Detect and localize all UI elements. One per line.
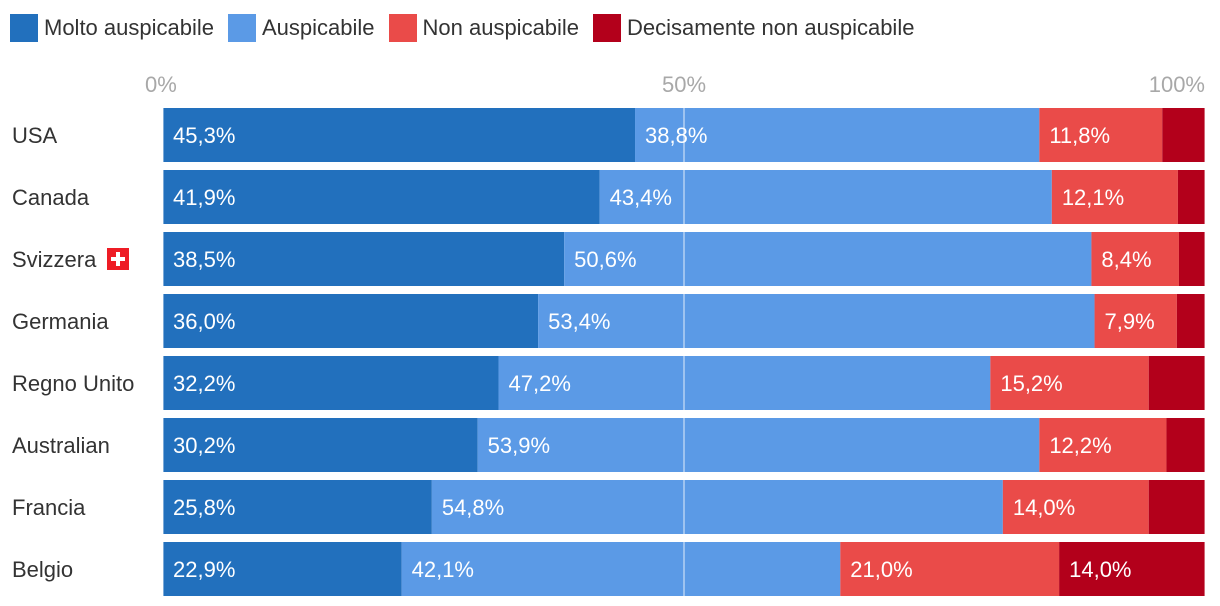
- legend-label: Non auspicabile: [422, 15, 580, 40]
- category-label: Francia: [12, 495, 86, 520]
- data-label: 54,8%: [442, 495, 504, 520]
- bar-segment: [163, 542, 402, 596]
- bar-segment: [1166, 418, 1205, 472]
- category-label: Regno Unito: [12, 371, 134, 396]
- bar-segment: [163, 170, 600, 224]
- flag-cross-horizontal: [111, 257, 125, 261]
- x-tick-label: 50%: [662, 72, 706, 97]
- bar-segment: [840, 542, 1060, 596]
- bar-segment: [1094, 294, 1177, 348]
- legend-label: Molto auspicabile: [44, 15, 214, 40]
- bar-segment: [1148, 480, 1205, 534]
- bar-segment: [498, 356, 991, 410]
- data-label: 15,2%: [1000, 371, 1062, 396]
- category-label: Germania: [12, 309, 109, 334]
- legend-swatch: [593, 14, 622, 42]
- bar-segment: [1177, 170, 1205, 224]
- bar-segment: [564, 232, 1092, 286]
- bar-segment: [163, 480, 432, 534]
- bar-segment: [1039, 108, 1163, 162]
- legend-item: Molto auspicabile: [10, 14, 214, 42]
- legend-swatch: [10, 14, 38, 42]
- data-label: 50,6%: [574, 247, 636, 272]
- legend-label: Auspicabile: [261, 15, 375, 40]
- data-label: 14,0%: [1013, 495, 1075, 520]
- legend-item: Decisamente non auspicabile: [593, 14, 914, 42]
- bar-segment: [1039, 418, 1167, 472]
- bar-segment: [163, 108, 636, 162]
- data-label: 53,9%: [488, 433, 550, 458]
- data-label: 8,4%: [1101, 247, 1151, 272]
- data-label: 42,1%: [412, 557, 474, 582]
- bar-segment: [477, 418, 1040, 472]
- bar-segment: [1051, 170, 1178, 224]
- data-label: 43,4%: [610, 185, 672, 210]
- bar-segment: [431, 480, 1003, 534]
- data-label: 12,1%: [1062, 185, 1124, 210]
- swiss-flag-icon: [107, 248, 129, 270]
- data-label: 7,9%: [1105, 309, 1155, 334]
- bar-segment: [1059, 542, 1205, 596]
- bar-segment: [163, 294, 539, 348]
- data-label: 45,3%: [173, 123, 235, 148]
- data-label: 25,8%: [173, 495, 235, 520]
- x-tick-label: 100%: [1149, 72, 1205, 97]
- bar-segment: [1162, 108, 1205, 162]
- bar-segment: [163, 232, 565, 286]
- data-label: 36,0%: [173, 309, 235, 334]
- bar-segment: [401, 542, 841, 596]
- data-label: 12,2%: [1049, 433, 1111, 458]
- chart-legend: Molto auspicabile Auspicabile Non auspicab…: [10, 12, 928, 44]
- bar-segment: [1002, 480, 1149, 534]
- data-label: 38,5%: [173, 247, 235, 272]
- bar-segment: [1178, 232, 1205, 286]
- bar-segment: [538, 294, 1095, 348]
- bar-segment: [163, 356, 499, 410]
- data-label: 11,8%: [1049, 123, 1110, 148]
- bar-segment: [1148, 356, 1205, 410]
- legend-label: Decisamente non auspicabile: [627, 15, 915, 40]
- bar-segment: [635, 108, 1040, 162]
- data-label: 38,8%: [645, 123, 707, 148]
- data-label: 22,9%: [173, 557, 235, 582]
- data-label: 14,0%: [1069, 557, 1131, 582]
- data-label: 30,2%: [173, 433, 235, 458]
- x-tick-label: 0%: [145, 72, 177, 97]
- bar-segment: [990, 356, 1149, 410]
- data-label: 21,0%: [850, 557, 912, 582]
- category-label: USA: [12, 123, 58, 148]
- legend-swatch: [227, 14, 256, 42]
- data-label: 41,9%: [173, 185, 235, 210]
- category-label: Canada: [12, 185, 90, 210]
- legend-swatch: [388, 14, 417, 42]
- data-label: 53,4%: [548, 309, 610, 334]
- legend-item: Non auspicabile: [388, 14, 580, 42]
- bar-segment: [1091, 232, 1179, 286]
- category-label: Belgio: [12, 557, 73, 582]
- bar-segment: [1176, 294, 1205, 348]
- data-label: 47,2%: [509, 371, 571, 396]
- data-label: 32,2%: [173, 371, 235, 396]
- category-label: Svizzera: [12, 247, 97, 272]
- bar-segment: [599, 170, 1052, 224]
- bar-segment: [163, 418, 478, 472]
- legend-item: Auspicabile: [227, 14, 375, 42]
- category-label: Australian: [12, 433, 110, 458]
